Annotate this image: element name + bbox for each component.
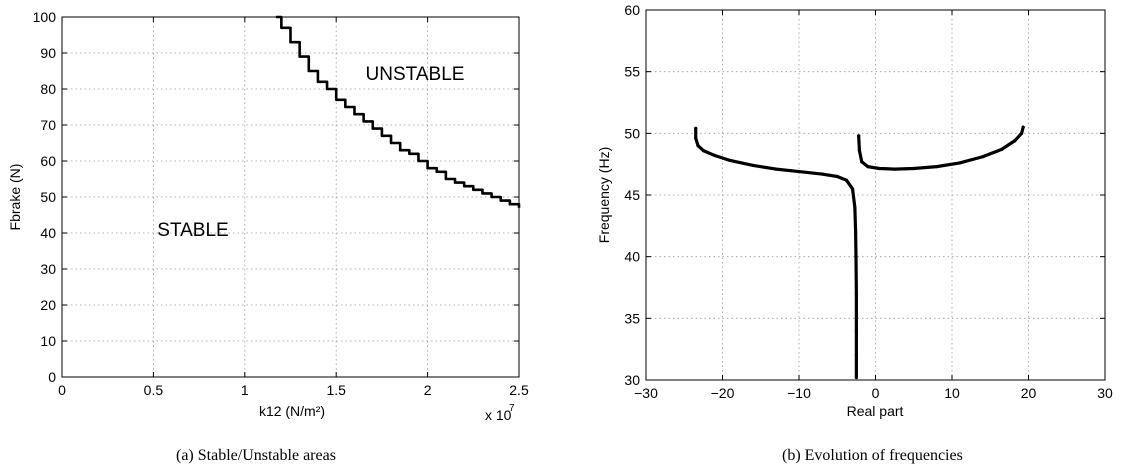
chart-b-series-1-point: [751, 163, 755, 167]
chart-a-x-multiplier-exponent: 7: [509, 403, 515, 414]
chart-a-y-tick-label: 40: [40, 225, 56, 241]
chart-a-x-tick-label: 1.5: [326, 382, 346, 398]
chart-b-series-1-point: [694, 136, 698, 140]
chart-b-x-tick-label: 20: [1021, 385, 1037, 401]
chart-a-x-tick-label: 2: [424, 382, 432, 398]
chart-b-series-2-point: [1000, 147, 1004, 151]
chart-b-series-1-point: [696, 144, 700, 148]
chart-a-y-tick-label: 90: [40, 45, 56, 61]
chart-a-y-tick-label: 10: [40, 333, 56, 349]
chart-b-series-2-point: [958, 161, 962, 165]
chart-b-x-tick-label: 30: [1097, 385, 1113, 401]
chart-b-series-1-point: [854, 255, 858, 259]
chart-b-series-2-point: [860, 160, 864, 164]
chart-a-y-tick-label: 50: [40, 189, 56, 205]
chart-b-y-tick-label: 50: [624, 125, 640, 141]
chart-b-series-1-point: [854, 230, 858, 234]
chart-b-series-1-point: [854, 375, 858, 380]
chart-b-y-axis-label: Frequency (Hz): [596, 147, 612, 243]
chart-b-series-1-path: [694, 126, 858, 380]
chart-b-series-2-point: [893, 167, 897, 171]
chart-b-series-2-point: [912, 166, 916, 171]
chart-a-y-tick-label: 20: [40, 297, 56, 313]
chart-b-y-tick-label: 40: [624, 249, 640, 265]
chart-a-x-axis-label: k12 (N/m²): [259, 403, 325, 419]
chart-b-y-tick-label: 60: [624, 2, 640, 18]
chart-b-x-tick-label: −30: [634, 385, 658, 401]
chart-b-series-2-point: [1013, 139, 1017, 143]
chart-a-series-line: [275, 15, 521, 208]
chart-a-series: [275, 15, 521, 208]
chart-a-y-tick-label: 100: [33, 9, 57, 25]
chart-b-ticks: −30 −20 −10 0 10 20 30 30 35 40 45 50 55 60: [624, 2, 1113, 401]
chart-a-y-tick-label: 30: [40, 261, 56, 277]
chart-b-series-1-point: [797, 169, 801, 174]
chart-a-x-multiplier: x 10: [485, 407, 512, 423]
chart-b-series-1-point: [713, 153, 717, 158]
chart-b-series-1-point: [774, 167, 778, 171]
chart-b-y-tick-label: 55: [624, 64, 640, 80]
chart-a-x-tick-label: 0: [58, 382, 66, 398]
chart-a-x-tick-label: 1: [241, 382, 249, 398]
chart-a-y-tick-label: 80: [40, 81, 56, 97]
chart-b-x-tick-label: 0: [872, 385, 880, 401]
chart-b-series-1-point: [854, 353, 858, 357]
chart-b-series-1-point: [728, 158, 732, 163]
chart-b-series-1-point: [820, 172, 824, 176]
chart-a-x-tick-label: 0.5: [144, 382, 164, 398]
chart-a-y-tick-label: 60: [40, 153, 56, 169]
chart-b-series: [694, 125, 1025, 380]
chart-b-series-1-point: [853, 205, 857, 209]
chart-a-y-tick-label: 70: [40, 117, 56, 133]
chart-b-x-tick-label: 10: [944, 385, 960, 401]
chart-b-series-1-point: [701, 149, 705, 153]
chart-b-caption: (b) Evolution of frequencies: [782, 447, 963, 464]
chart-b-series-2-point: [981, 155, 985, 159]
chart-b-series-2-point: [857, 134, 861, 138]
chart-b-series-1-point: [850, 187, 855, 191]
chart-b-series-1-point: [835, 174, 839, 179]
chart-b-y-tick-label: 30: [624, 372, 640, 388]
chart-b-series-1-point: [844, 178, 849, 182]
chart-b-series-2-point: [1020, 131, 1024, 135]
chart-a: 0 0.5 1 1.5 2 2.5 0 10 20 30 40 50 60 70 80 90 100 UNSTA…: [7, 9, 529, 423]
chart-a-caption: (a) Stable/Unstable areas: [176, 447, 336, 464]
chart-b-y-tick-label: 35: [624, 310, 640, 326]
chart-b-series-2-point: [935, 165, 939, 169]
chart-b-grid: [646, 10, 1105, 380]
chart-a-annotation-stable: STABLE: [157, 220, 228, 241]
chart-b-series-1-point: [854, 329, 858, 333]
chart-b-x-axis-label: Real part: [847, 403, 904, 419]
chart-a-grid: [62, 17, 519, 377]
chart-b-x-tick-label: −20: [711, 385, 735, 401]
chart-a-x-tick-label: 2.5: [509, 382, 529, 398]
chart-b: −30 −20 −10 0 10 20 30 30 35 40 45 50 55 60 Real part…: [596, 2, 1113, 419]
chart-b-x-tick-label: −10: [787, 385, 811, 401]
chart-b-series-1-point: [854, 292, 858, 296]
chart-a-y-tick-label: 0: [48, 369, 56, 385]
chart-a-annotation-unstable: UNSTABLE: [366, 64, 465, 85]
chart-a-y-axis-label: Fbrake (N): [7, 164, 23, 231]
chart-b-series-2-point: [877, 166, 881, 171]
chart-b-series-2-point: [857, 149, 862, 153]
chart-b-series-2-point: [1021, 125, 1025, 129]
chart-b-series-2-point: [866, 165, 870, 169]
chart-a-ticks: 0 0.5 1 1.5 2 2.5 0 10 20 30 40 50 60 70 80 90 100: [33, 9, 529, 398]
chart-b-series-1-point: [694, 126, 698, 130]
chart-b-y-tick-label: 45: [624, 187, 640, 203]
